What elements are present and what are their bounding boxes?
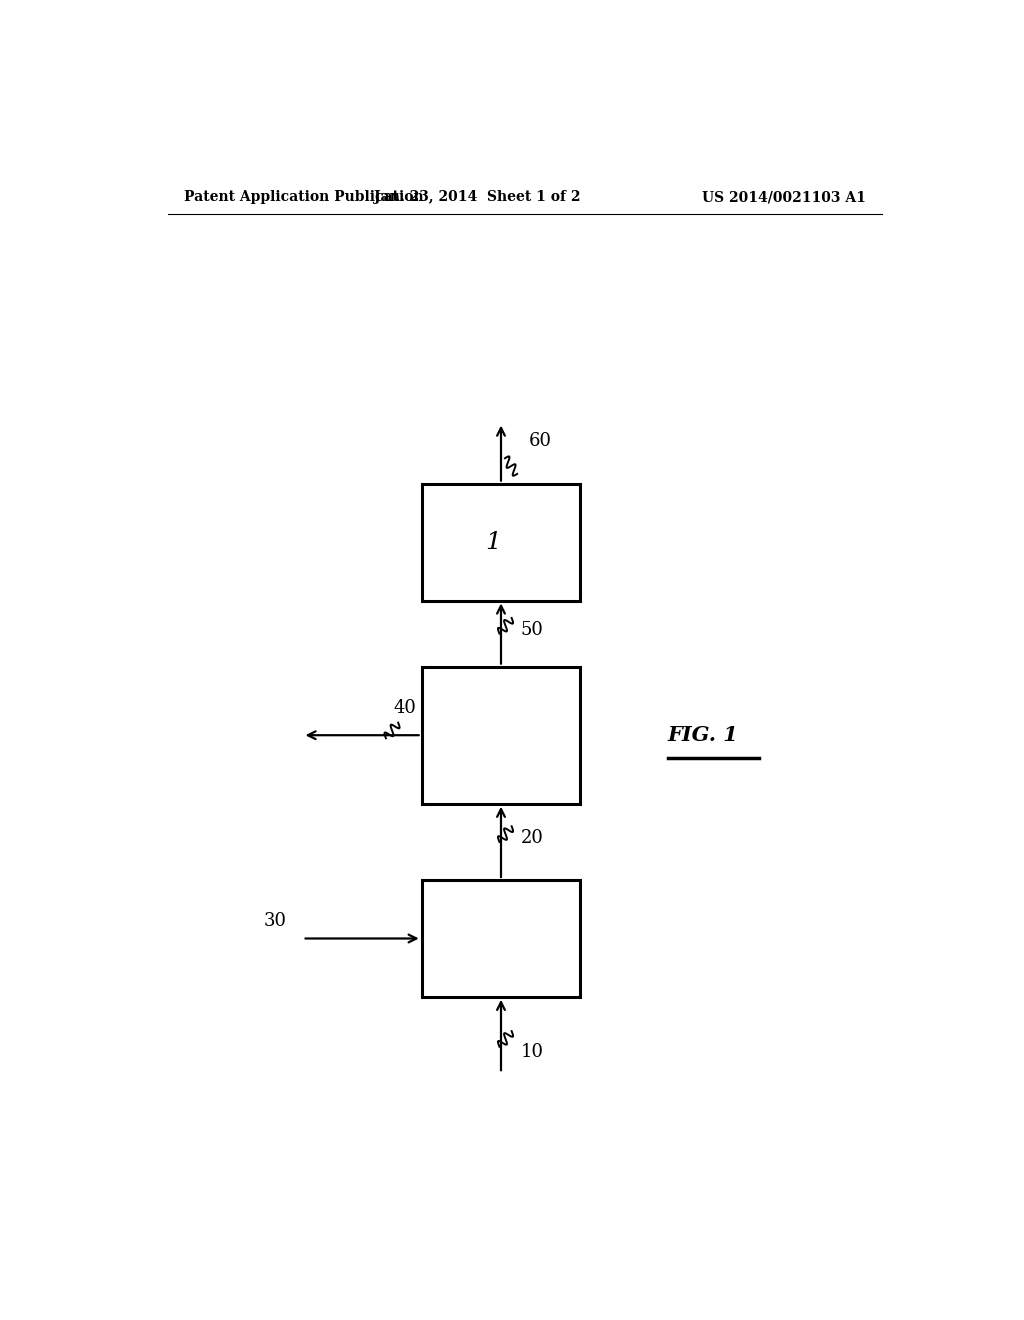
- Text: 50: 50: [521, 620, 544, 639]
- Text: Jan. 23, 2014  Sheet 1 of 2: Jan. 23, 2014 Sheet 1 of 2: [374, 190, 581, 205]
- Text: 40: 40: [394, 698, 417, 717]
- Text: US 2014/0021103 A1: US 2014/0021103 A1: [702, 190, 866, 205]
- Text: 30: 30: [264, 912, 287, 931]
- Text: 1: 1: [485, 531, 501, 553]
- Bar: [422, 667, 581, 804]
- Text: 20: 20: [521, 829, 544, 847]
- Text: 10: 10: [521, 1043, 544, 1061]
- Bar: [422, 880, 581, 997]
- Text: 60: 60: [528, 432, 552, 450]
- Text: Patent Application Publication: Patent Application Publication: [183, 190, 423, 205]
- Text: FIG. 1: FIG. 1: [668, 725, 738, 746]
- Bar: [422, 483, 581, 601]
